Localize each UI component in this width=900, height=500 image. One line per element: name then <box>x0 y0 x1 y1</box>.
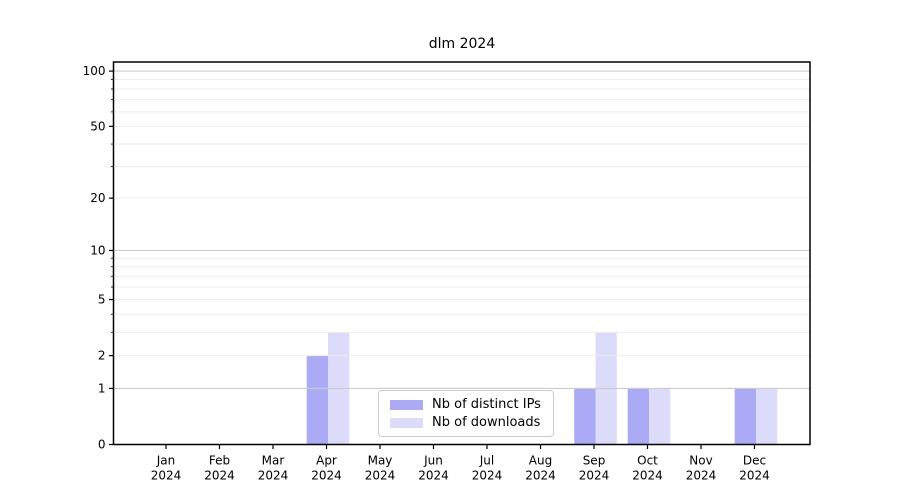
x-tick-label: Oct 2024 <box>632 454 663 483</box>
y-tick-label: 2 <box>98 349 106 363</box>
y-tick-label: 10 <box>90 243 105 257</box>
x-tick-label: Jul 2024 <box>472 454 503 483</box>
bar-distinct-ips-oct <box>627 388 649 445</box>
y-tick-label: 20 <box>90 191 105 205</box>
x-tick-label: Jun 2024 <box>418 454 449 483</box>
x-tick-label: Dec 2024 <box>739 454 770 483</box>
x-tick-label: May 2024 <box>365 454 396 483</box>
y-tick-label: 50 <box>90 119 105 133</box>
axis-spine <box>112 61 811 446</box>
x-tick-label: Sep 2024 <box>579 454 610 483</box>
y-tick-label: 100 <box>83 64 106 78</box>
x-tick-label: Apr 2024 <box>311 454 342 483</box>
chart-title: dlm 2024 <box>428 36 496 52</box>
legend-label-distinct-ips: Nb of distinct IPs <box>432 397 541 412</box>
y-tick-label: 0 <box>98 438 106 452</box>
legend-row-downloads: Nb of downloads <box>390 415 544 431</box>
legend: Nb of distinct IPs Nb of downloads <box>378 390 554 437</box>
x-tick-label: Feb 2024 <box>204 454 235 483</box>
bar-distinct-ips-dec <box>734 388 756 445</box>
legend-swatch-downloads <box>390 418 423 429</box>
bar-distinct-ips-apr <box>306 355 328 445</box>
bar-distinct-ips-sep <box>574 388 596 445</box>
legend-label-downloads: Nb of downloads <box>432 415 541 431</box>
x-tick-label: Aug 2024 <box>525 454 556 483</box>
x-tick-label: Jan 2024 <box>151 454 182 483</box>
bar-downloads-oct <box>649 388 671 445</box>
bar-downloads-dec <box>756 388 778 445</box>
x-tick-label: Nov 2024 <box>686 454 717 483</box>
y-tick-label: 1 <box>98 381 106 395</box>
x-tick-label: Mar 2024 <box>258 454 289 483</box>
legend-row-distinct-ips: Nb of distinct IPs <box>390 397 544 413</box>
y-tick-label: 5 <box>98 293 106 307</box>
legend-swatch-distinct-ips <box>390 399 423 410</box>
